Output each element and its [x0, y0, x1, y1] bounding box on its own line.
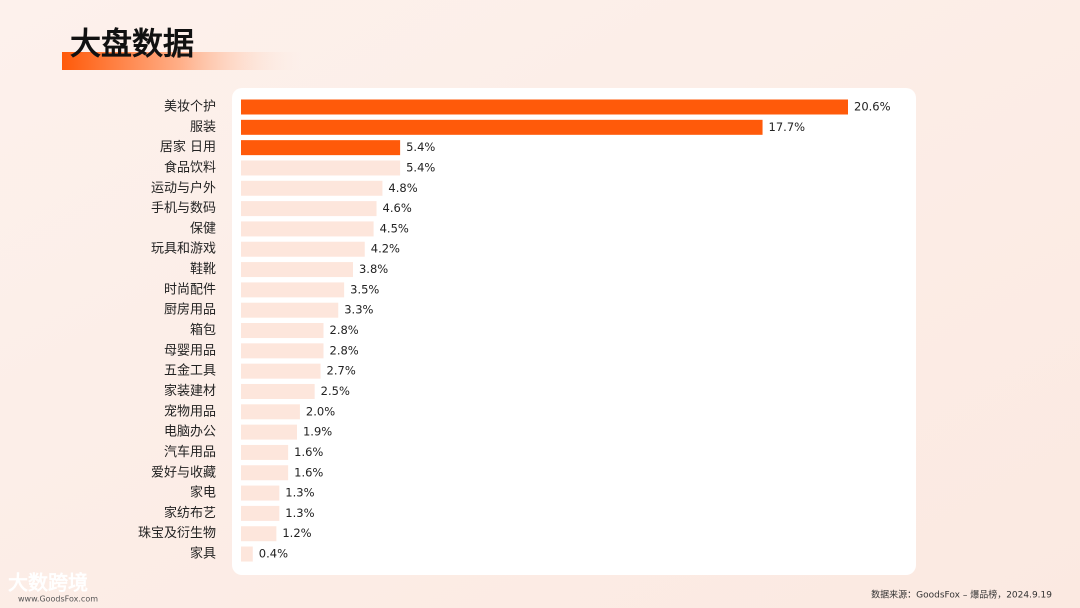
category-label: 汽车用品 — [164, 444, 216, 460]
bar — [241, 221, 374, 237]
value-label: 1.6% — [294, 445, 323, 459]
category-label: 服装 — [190, 120, 216, 135]
value-label: 20.6% — [854, 100, 891, 114]
bar — [241, 99, 848, 115]
bar — [241, 160, 401, 176]
value-label: 1.2% — [282, 526, 311, 540]
bar — [241, 363, 321, 379]
value-label: 3.5% — [350, 282, 379, 296]
value-label: 2.0% — [306, 404, 335, 418]
bar — [241, 404, 300, 420]
category-label: 珠宝及衍生物 — [138, 526, 216, 541]
plot: 美妆个护 20.6% 服装 17.7% 居家 日用 5.4% 食品饮料 5.4% 运动与户外 4.… — [138, 99, 891, 562]
category-label: 玩具和游戏 — [151, 242, 216, 257]
category-label: 运动与户外 — [151, 180, 216, 196]
bar — [241, 323, 324, 339]
bar — [241, 424, 297, 440]
value-label: 5.4% — [406, 140, 435, 154]
category-label: 电脑办公 — [164, 425, 216, 440]
bar — [241, 201, 377, 217]
value-label: 4.6% — [383, 201, 412, 215]
value-label: 2.7% — [327, 364, 356, 378]
category-label: 手机与数码 — [151, 201, 216, 216]
value-label: 2.8% — [330, 343, 359, 357]
category-label: 五金工具 — [164, 363, 216, 379]
bar — [241, 546, 253, 562]
category-label: 宠物用品 — [164, 403, 216, 419]
title-underline — [62, 52, 302, 70]
logo: 大数跨境 — [8, 571, 88, 595]
value-label: 0.4% — [259, 547, 288, 561]
source-note: 数据来源：GoodsFox – 爆品榜，2024.9.19 — [871, 589, 1052, 601]
bar — [241, 140, 401, 156]
value-label: 2.8% — [330, 323, 359, 337]
title: 大盘数据 — [70, 27, 194, 63]
category-label: 家电 — [190, 485, 216, 501]
chart-panel — [232, 88, 916, 575]
value-label: 3.3% — [344, 303, 373, 317]
value-label: 17.7% — [769, 120, 806, 134]
category-label: 美妆个护 — [164, 100, 216, 115]
bar — [241, 119, 763, 135]
value-label: 4.5% — [380, 221, 409, 235]
category-label: 家装建材 — [164, 383, 216, 399]
value-label: 4.2% — [371, 242, 400, 256]
value-label: 1.9% — [303, 425, 332, 439]
value-label: 2.5% — [321, 384, 350, 398]
category-label: 家具 — [190, 546, 216, 562]
value-label: 1.3% — [285, 486, 314, 500]
bar — [241, 343, 324, 359]
bar — [241, 180, 383, 196]
value-label: 4.8% — [388, 181, 417, 195]
category-label: 居家 日用 — [160, 139, 216, 155]
bar — [241, 505, 280, 521]
value-label: 1.6% — [294, 465, 323, 479]
bar — [241, 262, 353, 278]
category-label: 保健 — [190, 221, 216, 236]
bar — [241, 383, 315, 399]
category-label: 鞋靴 — [190, 261, 216, 277]
bar — [241, 444, 289, 460]
category-label: 箱包 — [190, 322, 216, 338]
bar — [241, 526, 277, 542]
category-label: 家纺布艺 — [164, 505, 216, 521]
value-label: 1.3% — [285, 506, 314, 520]
category-label: 母婴用品 — [164, 343, 216, 358]
bar — [241, 302, 339, 318]
category-label: 爱好与收藏 — [151, 465, 216, 480]
bar — [241, 485, 280, 501]
category-label: 时尚配件 — [164, 282, 216, 297]
bar — [241, 241, 365, 257]
logo-url: www.GoodsFox.com — [18, 595, 98, 604]
category-label: 食品饮料 — [164, 159, 216, 175]
bar — [241, 282, 345, 298]
category-label: 厨房用品 — [164, 302, 216, 318]
bar — [241, 465, 289, 481]
value-label: 5.4% — [406, 160, 435, 174]
value-label: 3.8% — [359, 262, 388, 276]
